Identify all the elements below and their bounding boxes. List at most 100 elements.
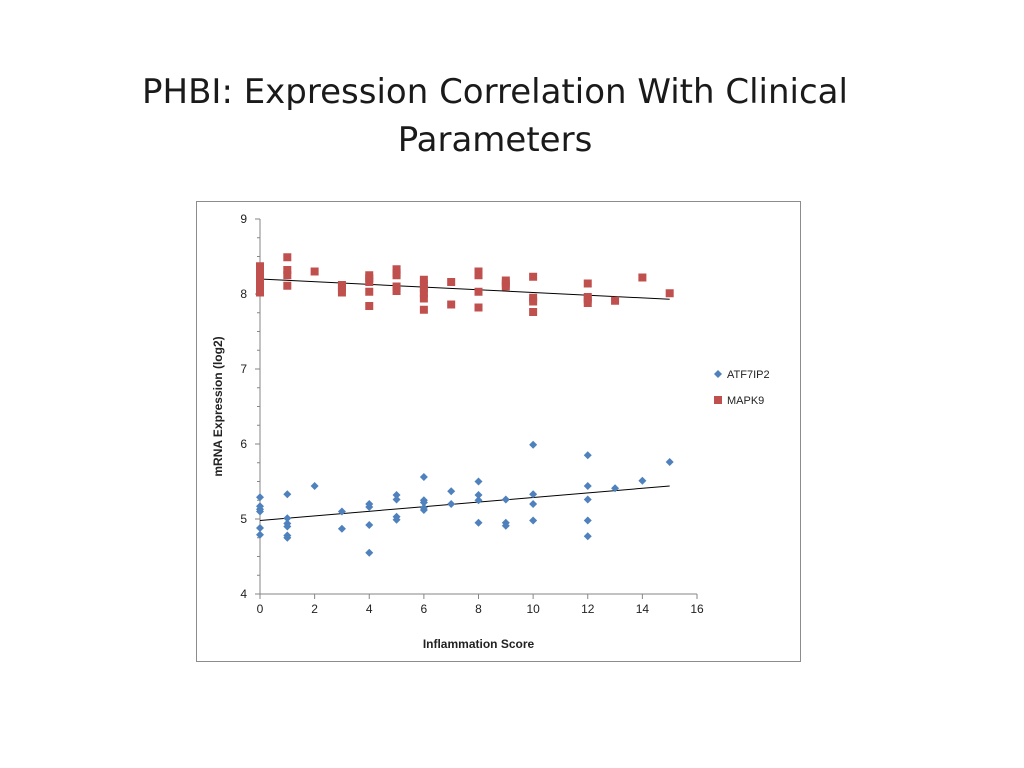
mapk9-point [501,282,510,291]
atf7ip2-point [365,548,374,557]
atf7ip2-point [665,458,674,466]
slide-title: PHBI: Expression Correlation With Clinic… [0,68,990,164]
mapk9-point [365,278,374,286]
atf7ip2-point [256,507,264,516]
x-tick-label: 6 [421,602,428,616]
atf7ip2-point [501,521,510,530]
atf7ip2-point [529,516,538,525]
y-tick-label: 5 [240,512,247,526]
atf7ip2-point [310,482,319,490]
mapk9-point [337,288,346,297]
chart-trendlines [259,278,670,521]
x-tick-label: 14 [636,602,650,616]
atf7ip2-point [583,516,592,525]
mapk9-point [419,275,428,284]
mapk9-point [419,305,428,314]
mapk9-point [310,267,319,276]
mapk9-point [419,289,428,298]
mapk9-point [392,287,401,295]
y-tick-label: 4 [240,587,247,601]
atf7ip2-point [583,532,592,541]
mapk9-trendline [259,278,670,300]
mapk9-point [638,273,647,282]
atf7ip2-point [447,500,456,508]
mapk9-point [419,284,428,293]
atf7ip2-point [283,490,292,499]
mapk9-point [337,284,346,292]
x-tick-label: 4 [366,602,373,616]
atf7ip2-point [392,491,401,499]
atf7ip2-point [337,507,346,516]
mapk9-point [529,272,538,281]
legend-label-mapk9: MAPK9 [727,395,764,407]
atf7ip2-point [529,440,538,449]
mapk9-point [392,282,401,291]
atf7ip2-point [256,530,264,539]
chart-axes: 4 5 6 7 8 9 0 2 4 6 8 10 12 14 16 [240,212,704,616]
atf7ip2-point [529,500,538,508]
mapk9-point [365,302,374,310]
mapk9-point [419,280,428,289]
atf7ip2-point [337,524,346,533]
legend-marker-atf7ip2 [714,370,722,378]
atf7ip2-point [256,493,264,502]
y-tick-label: 8 [240,287,247,301]
atf7ip2-point [474,496,483,505]
y-tick-label: 6 [240,437,247,451]
mapk9-point [474,271,483,280]
mapk9-point [392,271,401,280]
atf7ip2-point [419,498,428,507]
mapk9-point [256,269,264,277]
x-tick-label: 0 [257,602,264,616]
atf7ip2-trendline [259,485,670,521]
x-tick-label: 10 [526,602,540,616]
scatter-chart: 4 5 6 7 8 9 0 2 4 6 8 10 12 14 16 Inflammation Score m… [211,212,770,651]
mapk9-point [256,279,264,288]
mapk9-point [529,308,538,316]
atf7ip2-point [474,477,483,486]
mapk9-point [447,278,456,286]
mapk9-point [583,279,592,288]
x-axis-title: Inflammation Score [423,637,535,651]
mapk9-point [256,275,264,283]
legend-marker-mapk9 [714,396,722,404]
x-tick-label: 2 [311,602,318,616]
atf7ip2-point [474,518,483,527]
mapk9-point [474,303,483,312]
chart-legend: ATF7IP2 MAPK9 [714,369,770,407]
atf7ip2-point [392,515,401,524]
mapk9-point [283,253,292,262]
chart-points [256,253,674,557]
atf7ip2-point [501,495,510,504]
atf7ip2-point [638,476,647,485]
atf7ip2-point [583,451,592,460]
mapk9-point [447,300,456,309]
mapk9-point [529,297,538,306]
atf7ip2-point [256,524,264,532]
atf7ip2-point [583,482,592,490]
mapk9-point [365,287,374,296]
atf7ip2-point [365,503,374,511]
atf7ip2-point [392,495,401,504]
atf7ip2-point [283,514,292,523]
x-tick-label: 8 [475,602,482,616]
atf7ip2-point [365,521,374,529]
atf7ip2-point [419,506,428,514]
mapk9-point [283,266,292,274]
atf7ip2-point [419,473,428,481]
atf7ip2-point [447,487,456,496]
atf7ip2-point [474,491,483,499]
atf7ip2-point [283,522,292,531]
mapk9-point [474,287,483,296]
mapk9-point [419,294,428,303]
mapk9-point [665,289,674,298]
atf7ip2-point [611,484,620,493]
legend-label-atf7ip2: ATF7IP2 [727,369,770,381]
mapk9-point [583,299,592,307]
atf7ip2-point [583,495,592,504]
y-axis-title: mRNA Expression (log2) [211,336,225,476]
mapk9-point [256,288,264,297]
x-tick-label: 12 [581,602,595,616]
slide-title-line-2: Parameters [397,120,593,160]
mapk9-point [611,296,620,305]
